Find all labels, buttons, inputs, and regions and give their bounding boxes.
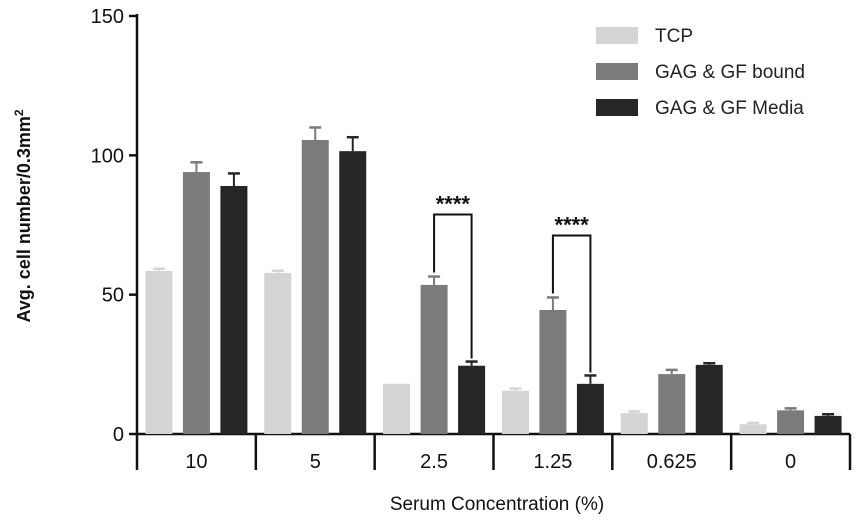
legend-swatch — [596, 99, 638, 116]
y-axis-title: Avg. cell number/0.3mm2 — [12, 109, 34, 322]
legend-swatch — [596, 63, 638, 80]
bar — [383, 383, 411, 434]
y-axis-title-main: Avg. cell number/0.3mm — [14, 116, 34, 322]
significance-bracket — [551, 234, 592, 373]
bars — [145, 126, 842, 435]
x-tick-label: 0.625 — [647, 451, 697, 473]
x-axis-title: Serum Concentration (%) — [390, 494, 604, 515]
bar — [658, 374, 686, 434]
bar — [458, 365, 486, 434]
y-tick-label: 0 — [113, 424, 124, 446]
y-tick-label: 150 — [91, 6, 124, 28]
y-tick-label: 50 — [102, 285, 124, 307]
bar — [695, 364, 723, 434]
x-tick-label: 0 — [785, 451, 796, 473]
bar — [182, 172, 210, 434]
x-tick-label: 10 — [185, 451, 207, 473]
legend-label: GAG & GF Media — [655, 98, 804, 119]
legend-label: TCP — [655, 26, 693, 47]
bar — [339, 151, 367, 435]
significance-label: **** — [555, 212, 590, 237]
x-tick-label: 5 — [310, 451, 321, 473]
x-axis: 10 5 2.5 1.25 0.625 0 — [135, 432, 852, 473]
bar — [145, 270, 173, 434]
y-axis: 0 50 100 150 — [91, 6, 139, 446]
bar — [539, 309, 567, 434]
bar — [777, 410, 805, 434]
y-axis-title-superscript: 2 — [12, 109, 26, 116]
bar — [620, 413, 648, 434]
bar — [420, 284, 448, 434]
bar — [301, 140, 329, 435]
x-tick-label: 1.25 — [533, 451, 572, 473]
bar — [264, 272, 292, 434]
significance-annotations: **** **** — [433, 192, 592, 373]
bar — [501, 390, 529, 434]
bar — [739, 424, 767, 434]
legend-label: GAG & GF bound — [655, 62, 805, 83]
significance-label: **** — [436, 192, 471, 217]
bar — [814, 415, 842, 434]
legend-swatch — [596, 27, 638, 44]
x-tick-label: 2.5 — [420, 451, 448, 473]
y-tick-label: 100 — [91, 145, 124, 167]
significance-bracket — [433, 213, 473, 359]
bar — [576, 383, 604, 434]
bar — [220, 185, 248, 434]
legend: TCP GAG & GF bound GAG & GF Media — [596, 26, 805, 119]
